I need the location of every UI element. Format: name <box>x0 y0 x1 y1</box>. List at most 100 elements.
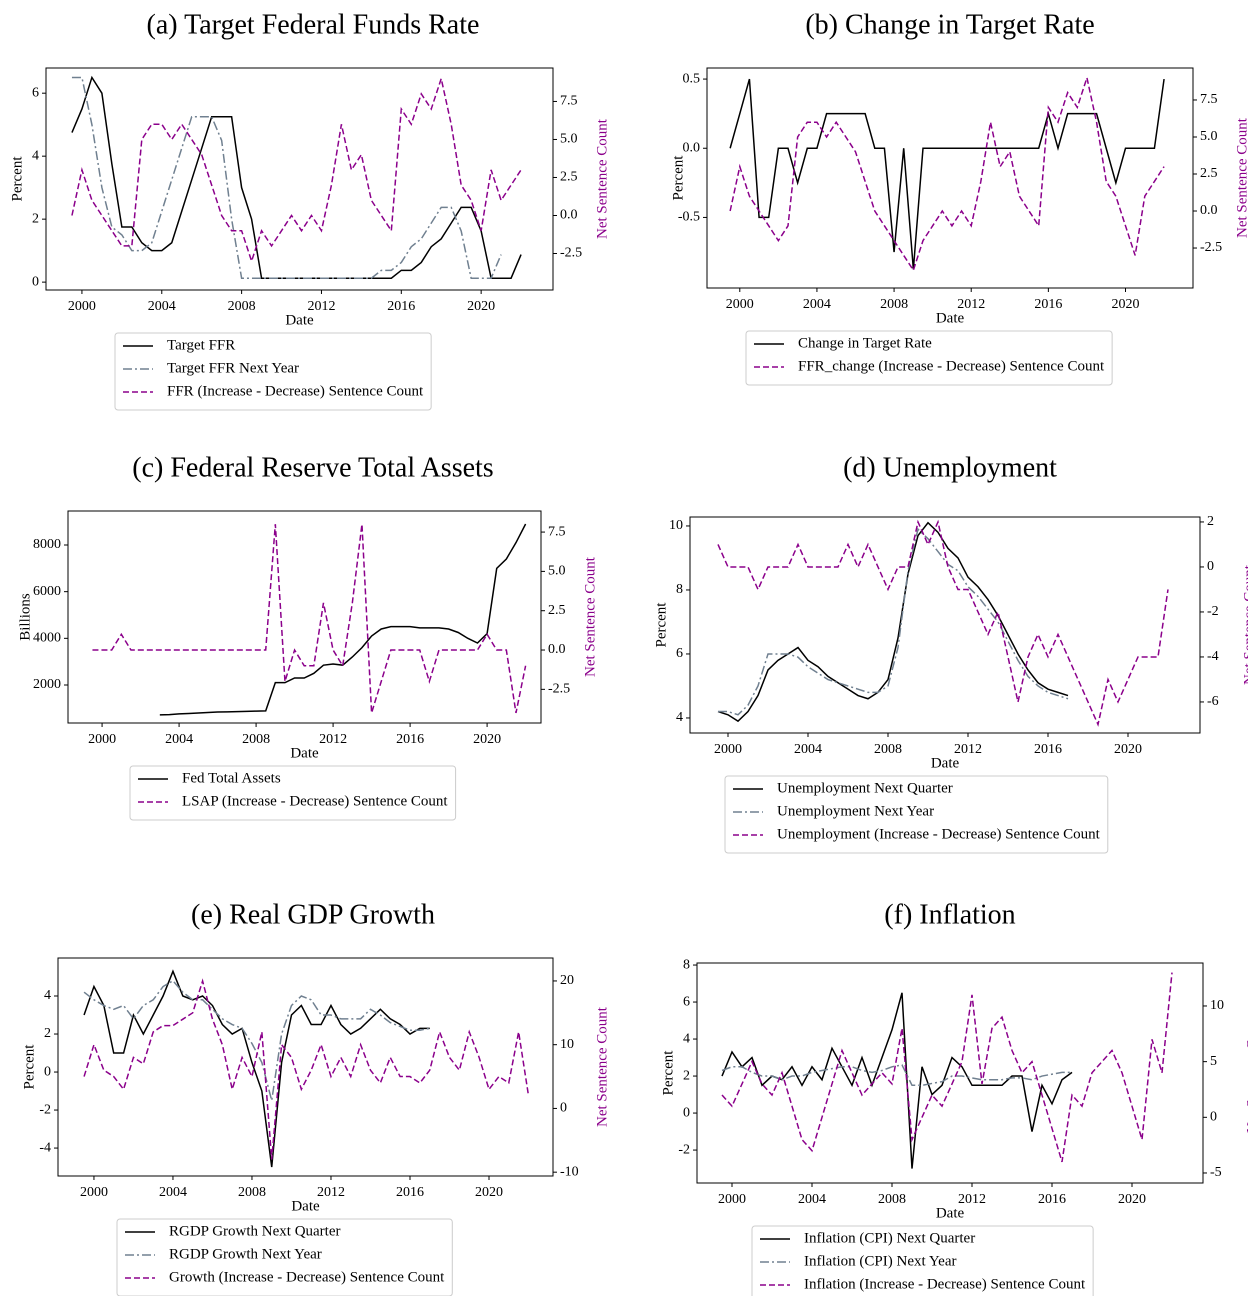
chart-title: (c) Federal Reserve Total Assets <box>132 452 493 483</box>
x-tick-label: 2008 <box>880 297 908 312</box>
y2-tick-label: 7.5 <box>560 94 578 109</box>
y2-tick-label: 5.0 <box>548 564 566 579</box>
series-line <box>721 992 1073 1169</box>
legend-frame <box>114 332 432 411</box>
y2-tick-label: 0 <box>560 1101 567 1116</box>
legend-label: RGDP Growth Next Year <box>169 1246 322 1262</box>
y-tick-label: 6000 <box>33 584 61 599</box>
y-tick-label: -0.5 <box>678 210 700 225</box>
x-tick-label: 2000 <box>726 297 754 312</box>
x-axis-label: Date <box>936 310 965 326</box>
y-tick-label: 6 <box>676 646 683 661</box>
y-tick-label: 2 <box>44 1026 51 1041</box>
y-tick-label: 4 <box>44 988 51 1003</box>
x-tick-label: 2000 <box>80 1185 108 1200</box>
chart-title: (f) Inflation <box>884 899 1015 930</box>
plot-frame <box>706 67 1194 289</box>
y-tick-label: 4000 <box>33 631 61 646</box>
x-tick-label: 2000 <box>88 732 116 747</box>
plot-frame <box>45 67 554 291</box>
series-line <box>92 524 527 714</box>
y2-tick-label: 7.5 <box>1200 92 1218 107</box>
y2-tick-label: 10 <box>1210 998 1224 1013</box>
y2-axis-label: Net Sentence Count <box>582 556 598 677</box>
x-axis-label: Date <box>931 755 960 771</box>
legend-label: Inflation (CPI) Next Quarter <box>804 1230 975 1246</box>
y-axis-label: Billions <box>17 593 33 641</box>
legend-label: FFR (Increase - Decrease) Sentence Count <box>167 383 424 399</box>
legend: Fed Total Assets LSAP (Increase - Decreas… <box>129 765 457 821</box>
y-tick-label: 6 <box>32 85 39 100</box>
y2-tick-label: -4 <box>1207 649 1219 664</box>
legend-label: Target FFR <box>167 337 235 353</box>
legend-frame <box>751 1225 1094 1296</box>
legend-frame <box>116 1218 453 1296</box>
x-tick-label: 2008 <box>242 732 270 747</box>
y-axis-label: Percent <box>670 155 686 201</box>
legend: Unemployment Next Quarter Unemployment Ne… <box>724 775 1109 854</box>
legend-label: RGDP Growth Next Quarter <box>169 1223 341 1239</box>
y2-tick-label: 2 <box>1207 514 1214 529</box>
x-tick-label: 2008 <box>874 742 902 757</box>
y2-tick-label: 10 <box>560 1037 574 1052</box>
y2-tick-label: -10 <box>560 1164 579 1179</box>
series-line <box>729 78 1165 270</box>
legend: Inflation (CPI) Next Quarter Inflation (C… <box>751 1225 1094 1296</box>
y-axis-label: Percent <box>21 1044 37 1090</box>
x-tick-label: 2016 <box>387 299 415 314</box>
legend-label: Unemployment Next Year <box>777 803 934 819</box>
legend-label: Target FFR Next Year <box>167 360 299 376</box>
y2-tick-label: 2.5 <box>1200 166 1218 181</box>
x-tick-label: 2012 <box>957 297 985 312</box>
y-tick-label: 4 <box>32 148 39 163</box>
series-line <box>729 74 1165 272</box>
y-axis-label: Percent <box>660 1050 676 1096</box>
x-tick-label: 2020 <box>467 299 495 314</box>
y-tick-label: -2 <box>678 1142 690 1157</box>
series-line <box>721 972 1173 1163</box>
y2-tick-label: -5 <box>1210 1165 1222 1180</box>
legend-frame <box>724 775 1109 854</box>
panel: (f) Inflation 2000 2004 2008 2012 2016 2020 -2 0… <box>660 899 1248 1296</box>
y-tick-label: 2000 <box>33 677 61 692</box>
legend: Target FFR Target FFR Next Year FFR (Incre… <box>114 332 432 411</box>
y2-tick-label: -2.5 <box>548 682 570 697</box>
x-tick-label: 2016 <box>396 732 424 747</box>
y2-tick-label: -2.5 <box>1200 240 1222 255</box>
x-tick-label: 2000 <box>714 742 742 757</box>
chart-title: (d) Unemployment <box>843 452 1057 483</box>
x-tick-label: 2000 <box>68 299 96 314</box>
x-tick-label: 2020 <box>1112 297 1140 312</box>
x-tick-label: 2004 <box>794 742 822 757</box>
y2-tick-label: 0.0 <box>548 642 566 657</box>
y-tick-label: -2 <box>39 1102 51 1117</box>
x-tick-label: 2004 <box>803 297 831 312</box>
x-tick-label: 2016 <box>1034 742 1062 757</box>
plot-frame <box>57 957 554 1177</box>
x-tick-label: 2012 <box>317 1185 345 1200</box>
series-line <box>83 978 530 1160</box>
y2-tick-label: -2 <box>1207 604 1219 619</box>
legend-label: Unemployment (Increase - Decrease) Sente… <box>777 826 1101 842</box>
x-axis-label: Date <box>285 312 314 328</box>
y-tick-label: 8 <box>683 957 690 972</box>
y2-axis-label: Net Sentence Count <box>594 1006 610 1127</box>
x-tick-label: 2012 <box>319 732 347 747</box>
x-tick-label: 2004 <box>798 1192 826 1207</box>
x-tick-label: 2016 <box>396 1185 424 1200</box>
legend-frame <box>129 765 457 821</box>
series-line <box>71 75 522 279</box>
y-tick-label: 0.0 <box>683 140 701 155</box>
x-tick-label: 2016 <box>1038 1192 1066 1207</box>
series-line <box>71 75 522 264</box>
series-line <box>83 969 430 1168</box>
x-tick-label: 2020 <box>1114 742 1142 757</box>
legend-label: Inflation (CPI) Next Year <box>804 1253 956 1269</box>
legend: Change in Target Rate FFR_change (Increas… <box>745 330 1113 386</box>
x-axis-label: Date <box>291 1198 320 1214</box>
y2-axis-label: Net Sentence Count <box>1234 117 1248 238</box>
legend: RGDP Growth Next Quarter RGDP Growth Next… <box>116 1218 453 1296</box>
